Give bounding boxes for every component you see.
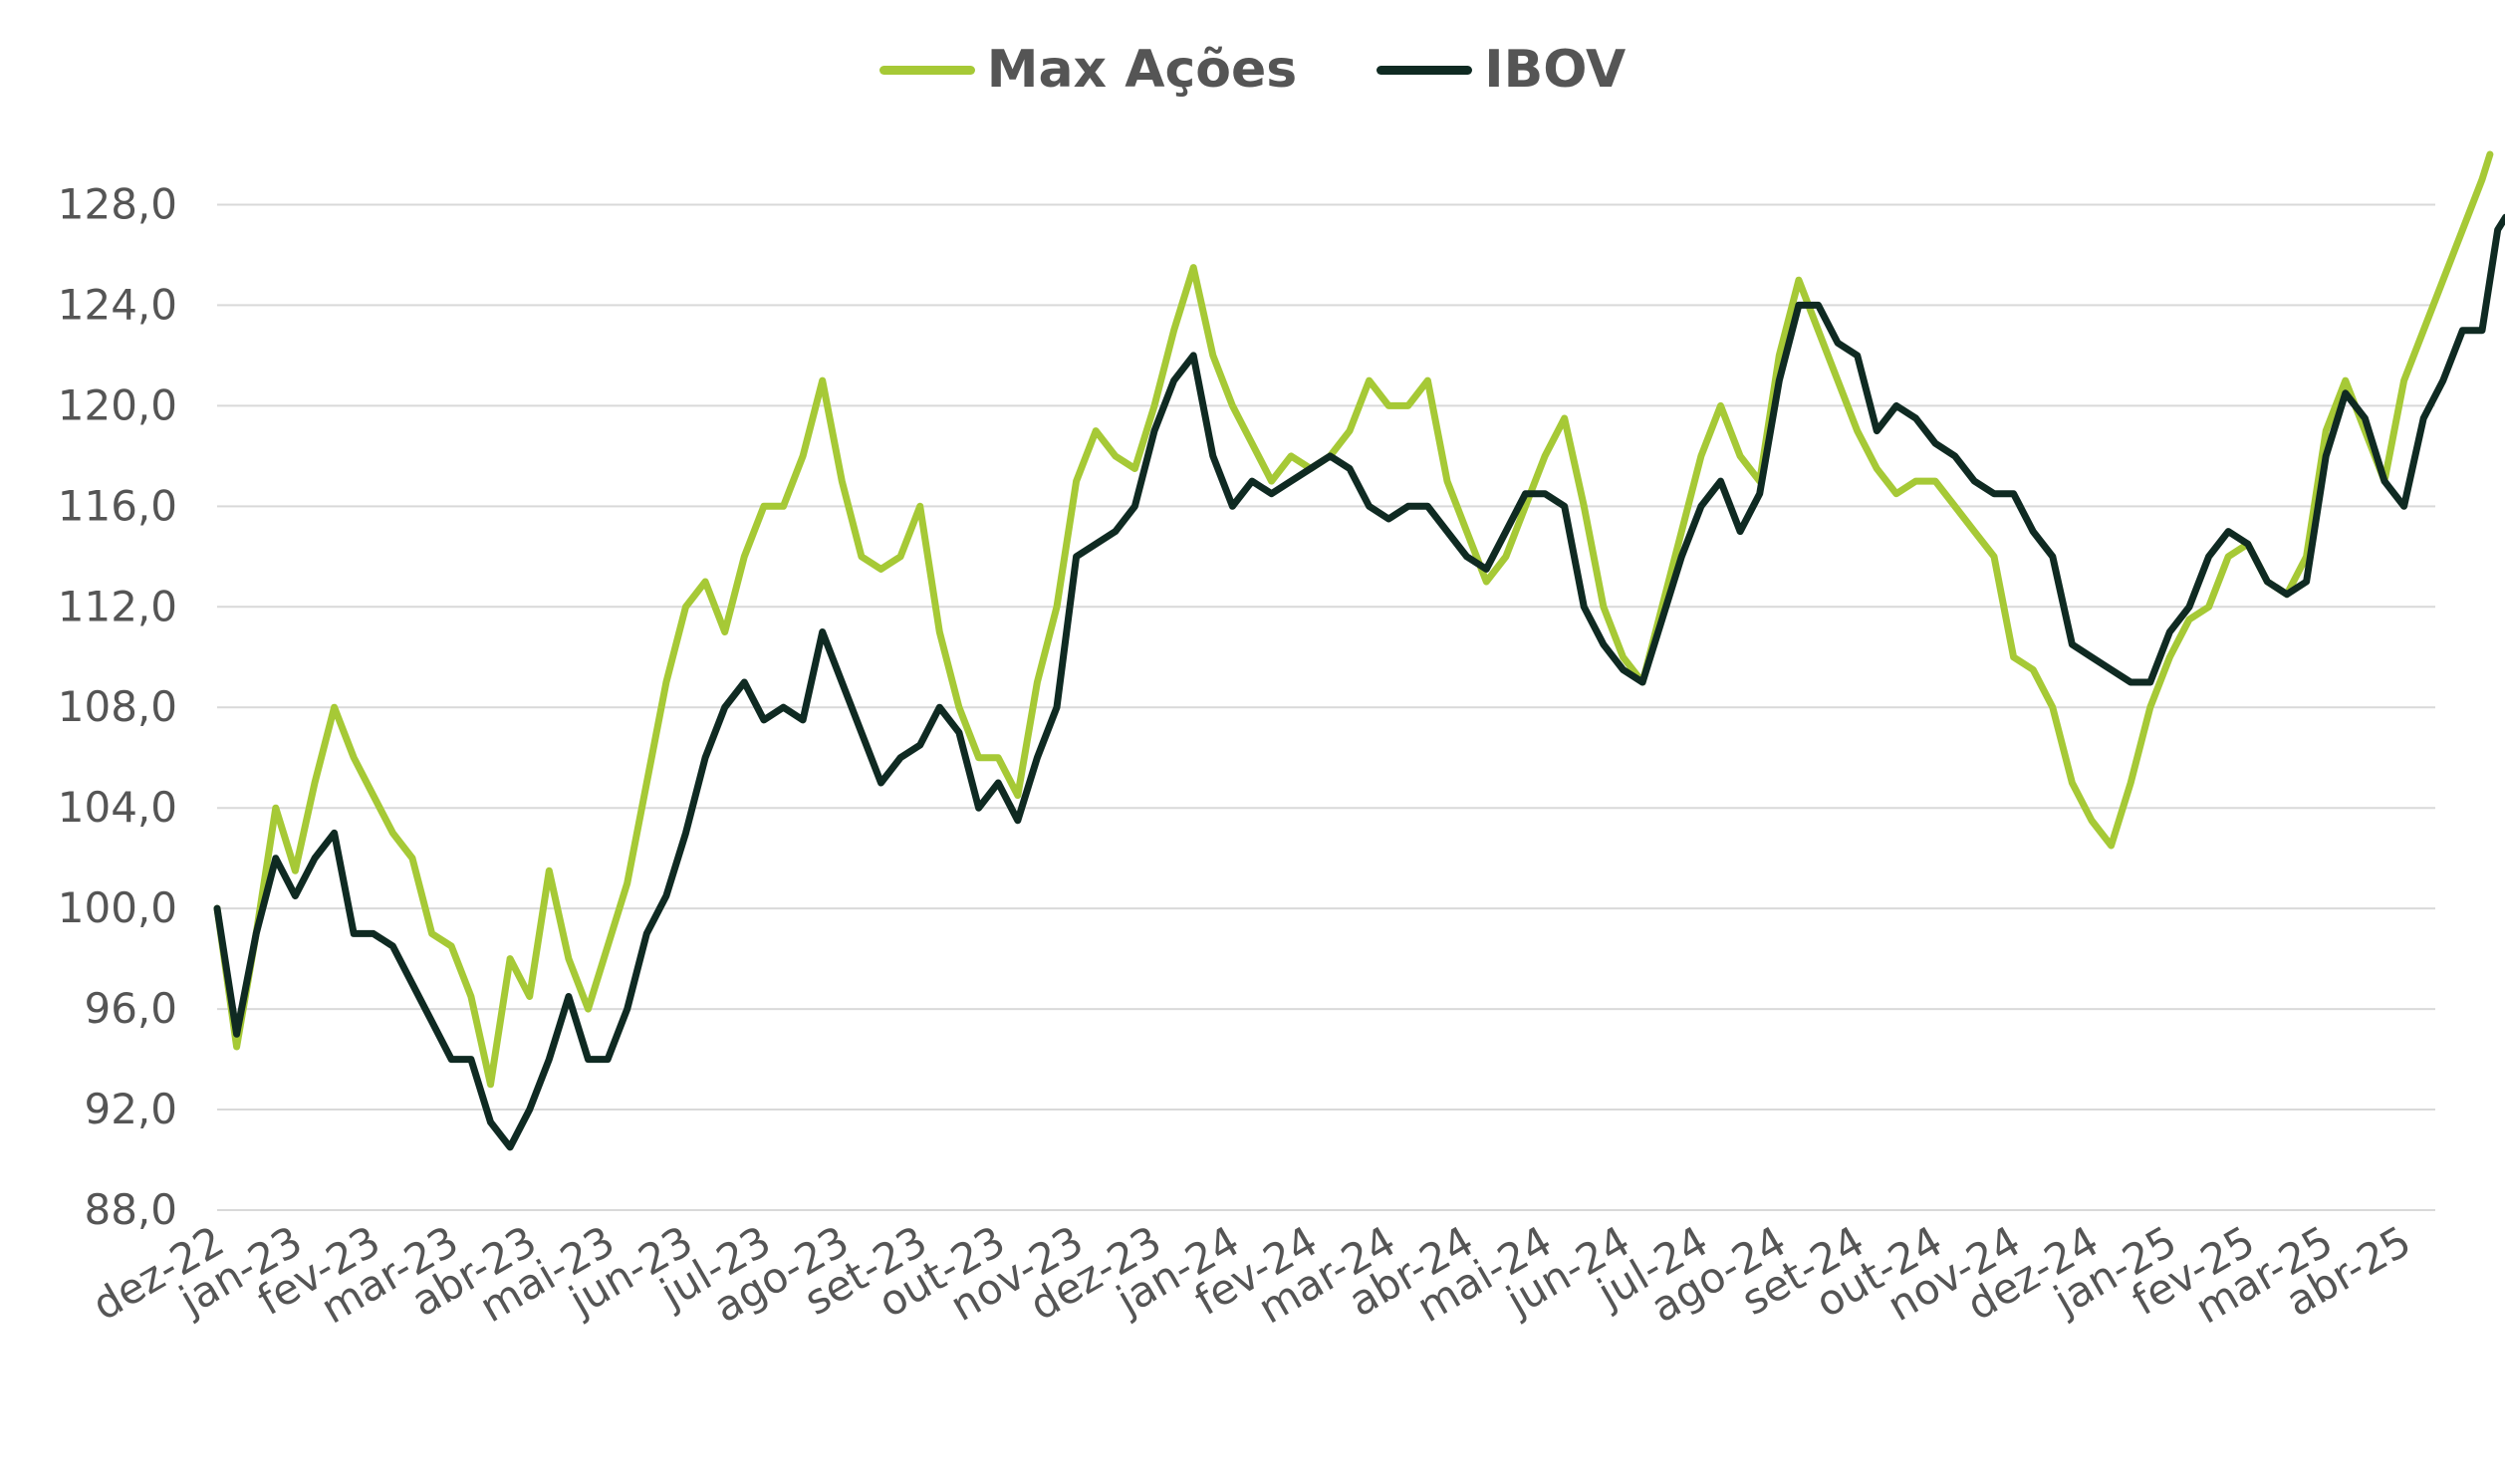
y-tick-label: 112,0	[58, 582, 177, 630]
y-tick-label: 124,0	[58, 280, 177, 329]
y-tick-label: 100,0	[58, 883, 177, 932]
y-tick-label: 92,0	[84, 1085, 177, 1133]
y-tick-label: 116,0	[58, 481, 177, 530]
legend-swatch-ibov	[1377, 65, 1473, 75]
legend-item-ibov: IBOV	[1377, 40, 1626, 100]
legend-swatch-max-acoes	[878, 65, 975, 75]
legend-label-max-acoes: Max Ações	[986, 40, 1298, 100]
chart-legend: Max Ações IBOV	[0, 40, 2505, 100]
y-tick-label: 128,0	[58, 179, 177, 228]
y-tick-label: 88,0	[84, 1185, 177, 1234]
series-line-ibov	[213, 213, 2505, 1151]
y-tick-label: 120,0	[58, 380, 177, 429]
legend-label-ibov: IBOV	[1484, 40, 1627, 100]
legend-item-max-acoes: Max Ações	[878, 40, 1298, 100]
y-tick-label: 108,0	[58, 682, 177, 731]
series-line-max-a-es	[213, 150, 2494, 1089]
y-tick-label: 96,0	[84, 984, 177, 1033]
y-tick-label: 104,0	[58, 783, 177, 832]
